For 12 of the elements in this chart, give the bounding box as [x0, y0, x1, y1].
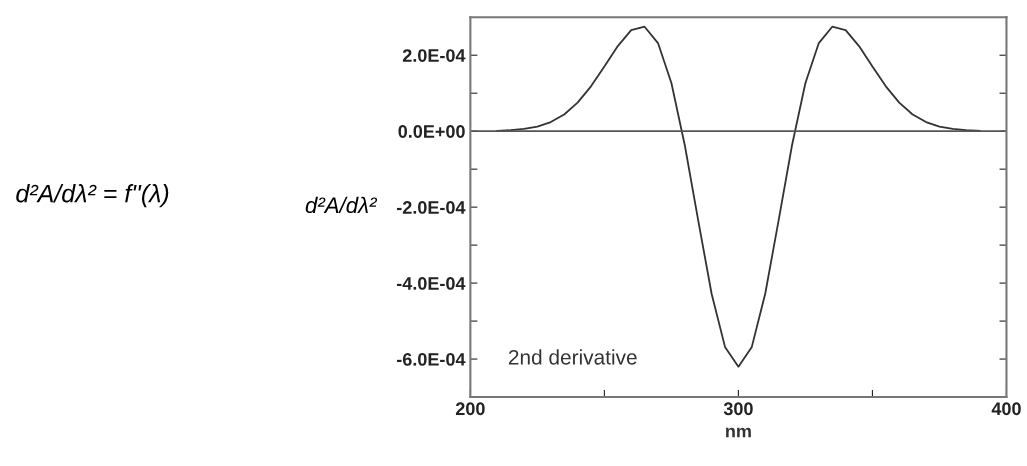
x-axis-title: nm: [726, 427, 751, 438]
text: d²A/dλ² = f''(λ): [16, 184, 169, 208]
y-tick-label: 2.0E-04: [402, 49, 466, 62]
text: 2nd derivative: [508, 349, 637, 365]
x-tick-label: 300: [723, 402, 753, 416]
y-tick-label: -2.0E-04: [396, 201, 466, 214]
x-tick-label: 200: [455, 402, 485, 416]
x-tick-label: 400: [991, 402, 1021, 416]
y-tick-label: -4.0E-04: [396, 277, 466, 290]
y-tick-label: 0.0E+00: [398, 125, 465, 138]
y-axis-title: d²A/dλ²: [305, 196, 378, 214]
y-tick-label: -6.0E-04: [396, 352, 466, 366]
